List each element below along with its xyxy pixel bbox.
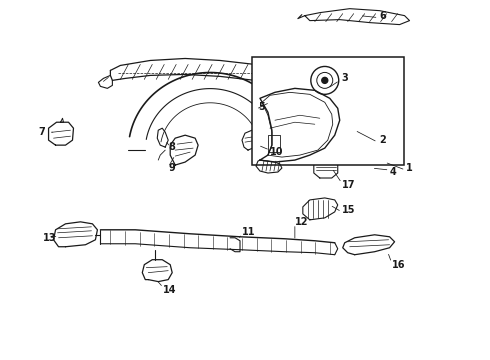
Text: 14: 14 bbox=[163, 284, 177, 294]
Text: 6: 6 bbox=[380, 11, 387, 21]
Bar bbox=[252, 58, 404, 165]
Text: 13: 13 bbox=[43, 233, 56, 243]
Text: 9: 9 bbox=[168, 163, 175, 173]
Text: 16: 16 bbox=[392, 260, 405, 270]
Text: 4: 4 bbox=[390, 167, 396, 177]
Text: 11: 11 bbox=[242, 227, 255, 237]
Text: 15: 15 bbox=[342, 205, 355, 215]
Text: 5: 5 bbox=[258, 102, 265, 112]
Text: 10: 10 bbox=[270, 147, 283, 157]
Text: 8: 8 bbox=[168, 142, 175, 152]
Text: 2: 2 bbox=[380, 135, 387, 145]
Text: 17: 17 bbox=[342, 180, 355, 190]
Text: 3: 3 bbox=[342, 73, 348, 84]
Text: 7: 7 bbox=[39, 127, 46, 137]
Text: 1: 1 bbox=[406, 163, 412, 173]
Circle shape bbox=[322, 77, 328, 84]
Text: 12: 12 bbox=[295, 217, 308, 227]
